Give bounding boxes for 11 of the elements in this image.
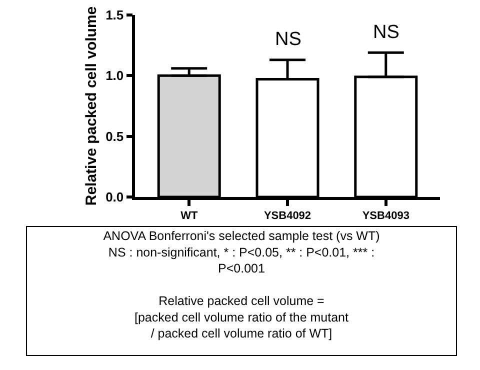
y-tick-label: 1.5: [106, 8, 124, 23]
x-tick-label: YSB4092: [264, 210, 312, 222]
y-tick-label: 0.5: [106, 128, 124, 144]
text: ANOVA Bonferroni's selected sample test (vs WT) NS : non-significant, * : P<0.05, ** : P<0.01, *** : P<0.001 Relative packed cell volume = [packed cell volume ratio of the mutant / packed cell volume ratio of WT]: [103, 229, 380, 340]
annotation: NS: [275, 29, 302, 50]
y-axis-title: Relative packed cell volume: [82, 6, 100, 206]
y-tick-label: 0.0: [106, 190, 124, 205]
x-tick-label: YSB4093: [362, 210, 410, 222]
annotation: NS: [373, 22, 400, 43]
y-tick-label: 1.0: [106, 68, 124, 84]
x-tick-label: WT: [180, 210, 198, 222]
